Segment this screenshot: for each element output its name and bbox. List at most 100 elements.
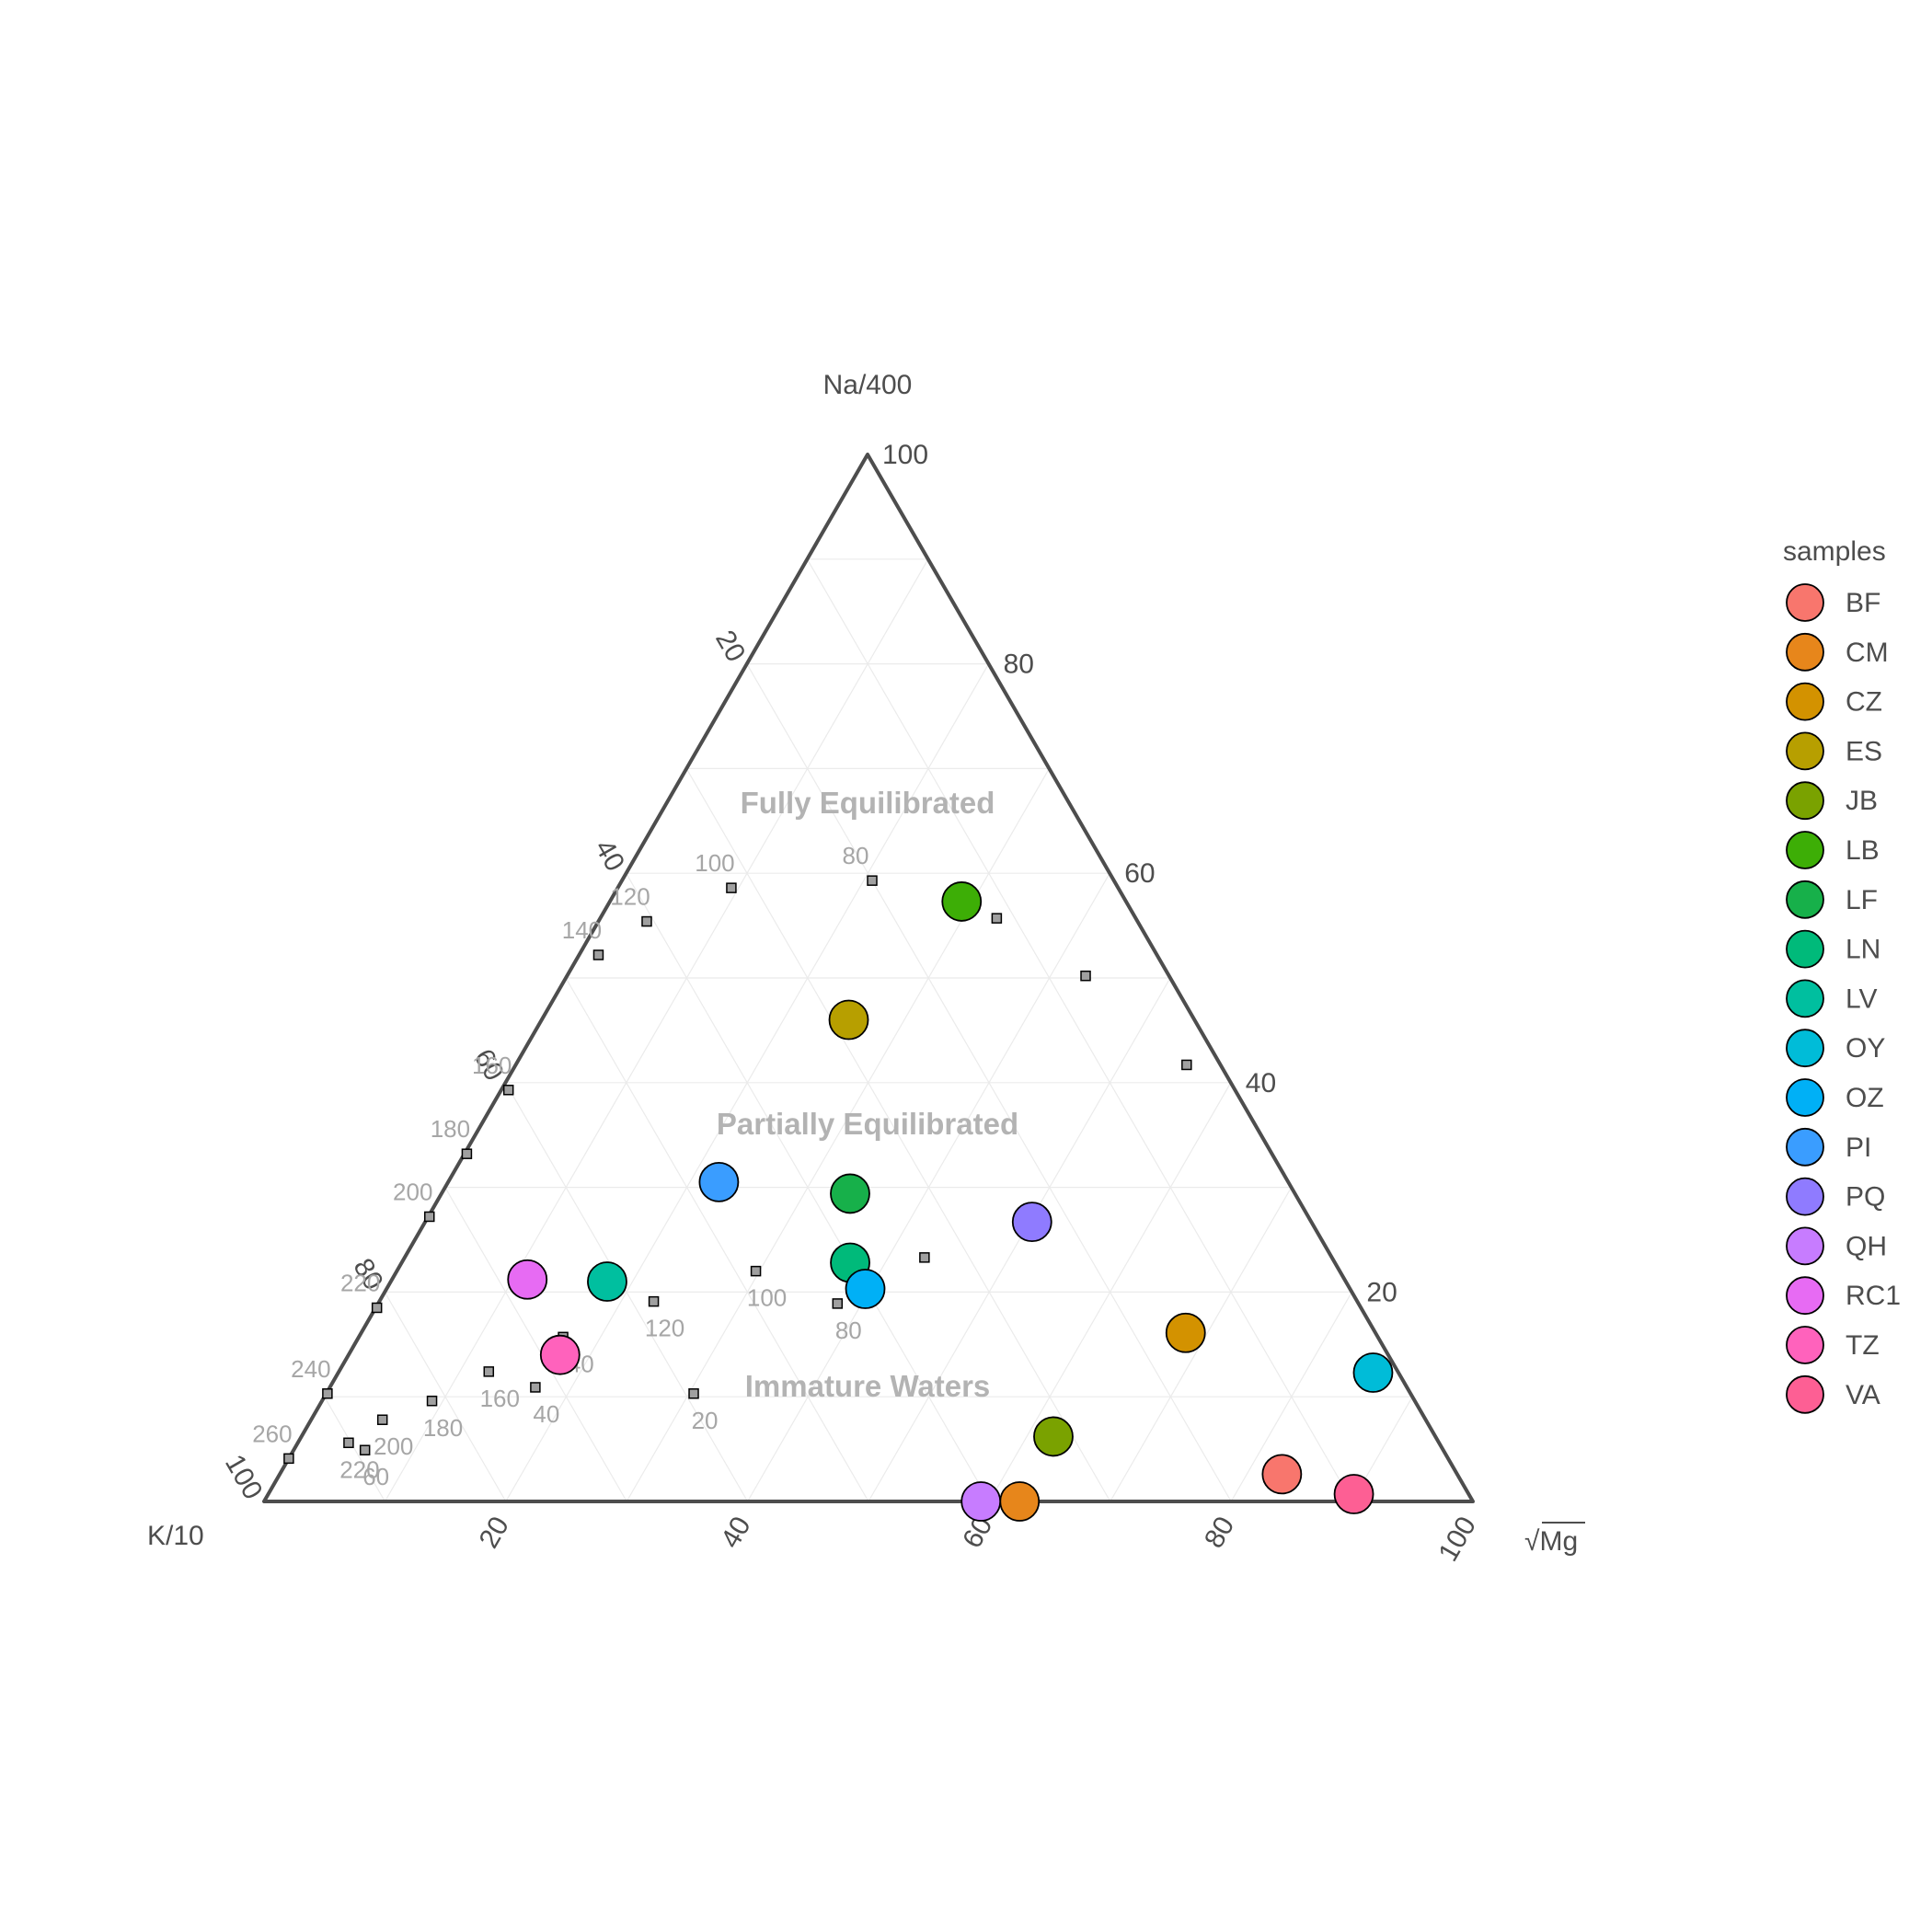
legend-key-lb bbox=[1786, 831, 1824, 869]
legend-key-lf bbox=[1786, 880, 1824, 919]
sample-point-oz bbox=[845, 1269, 886, 1309]
sample-point-bf bbox=[1261, 1454, 1303, 1495]
sample-point-pi bbox=[698, 1162, 740, 1202]
tick-label-k: 20 bbox=[709, 626, 751, 667]
sample-point-lv bbox=[587, 1261, 627, 1302]
isotherm-marker bbox=[376, 1414, 388, 1425]
legend-key-pi bbox=[1786, 1127, 1824, 1167]
equilibrium-marker bbox=[641, 915, 652, 927]
grid-line bbox=[384, 1292, 507, 1502]
sample-point-lf bbox=[830, 1173, 870, 1214]
legend-key-pq bbox=[1786, 1177, 1824, 1216]
legend-label-va: VA bbox=[1846, 1380, 1880, 1410]
equilibrium-label: 220 bbox=[340, 1269, 380, 1296]
isotherm-marker bbox=[483, 1366, 495, 1377]
axis-title-left: K/10 bbox=[147, 1521, 204, 1551]
legend-label-lf: LF bbox=[1846, 885, 1878, 915]
equilibrium-label: 120 bbox=[610, 883, 650, 911]
legend-label-lv: LV bbox=[1846, 983, 1877, 1014]
legend-label-cm: CM bbox=[1846, 638, 1889, 668]
sample-points bbox=[507, 881, 1394, 1522]
equilibrium-marker bbox=[502, 1085, 514, 1096]
tick-label-mg: 100 bbox=[1432, 1512, 1482, 1567]
tick-label-na: 60 bbox=[1124, 858, 1155, 889]
isotherm-marker bbox=[991, 913, 1003, 924]
legend-key-jb bbox=[1786, 781, 1824, 821]
isotherm-marker bbox=[648, 1295, 660, 1307]
grid-line bbox=[1230, 1292, 1352, 1502]
legend-key-rc1 bbox=[1786, 1276, 1824, 1316]
equilibrium-label: 200 bbox=[393, 1178, 432, 1205]
sample-point-oy bbox=[1352, 1352, 1394, 1393]
mg-isotherm-markers: 20406080100120140160180200220 bbox=[339, 913, 1192, 1490]
tick-label-mg: 80 bbox=[1199, 1512, 1240, 1553]
equilibrium-marker bbox=[423, 1211, 435, 1223]
sample-point-rc1 bbox=[507, 1259, 548, 1300]
grid-line bbox=[806, 558, 1353, 1502]
legend-key-qh bbox=[1786, 1226, 1824, 1266]
isotherm-marker bbox=[750, 1265, 762, 1277]
equilibrium-marker bbox=[371, 1302, 383, 1314]
sample-point-qh bbox=[960, 1481, 1002, 1522]
equilibrium-marker bbox=[592, 949, 604, 960]
equilibrium-marker bbox=[322, 1388, 333, 1399]
legend-key-es bbox=[1786, 731, 1824, 771]
sample-point-jb bbox=[1033, 1416, 1074, 1457]
isotherm-marker bbox=[919, 1252, 930, 1263]
sample-point-cz bbox=[1165, 1312, 1206, 1353]
isotherm-marker bbox=[688, 1388, 699, 1399]
svg-text:√Mg: √Mg bbox=[1524, 1526, 1578, 1557]
grid-lines bbox=[324, 558, 1413, 1502]
legend-key-cz bbox=[1786, 682, 1824, 721]
isotherm-marker bbox=[1181, 1059, 1192, 1071]
grid-line bbox=[444, 1187, 627, 1502]
isotherm-marker bbox=[426, 1396, 438, 1407]
region-label-partially-equilibrated: Partially Equilibrated bbox=[717, 1107, 1018, 1141]
isotherm-marker bbox=[1080, 970, 1091, 982]
tick-label-k: 100 bbox=[219, 1450, 269, 1505]
legend-key-bf bbox=[1786, 583, 1824, 622]
legend-label-oz: OZ bbox=[1846, 1083, 1884, 1113]
equilibrium-label: 180 bbox=[431, 1115, 470, 1143]
isotherm-label: 40 bbox=[533, 1400, 559, 1428]
grid-line bbox=[868, 977, 1171, 1502]
equilibrium-label: 140 bbox=[562, 916, 602, 944]
grid-line bbox=[565, 977, 869, 1502]
legend-label-cz: CZ bbox=[1846, 687, 1882, 718]
isotherm-label: 20 bbox=[692, 1407, 719, 1434]
legend-key-cm bbox=[1786, 632, 1824, 672]
triangle-border bbox=[262, 453, 1475, 1503]
region-label-fully-equilibrated: Fully Equilibrated bbox=[741, 786, 995, 820]
full-equilibrium-markers: 80 100 120 140 160 180 200 220 240 260 bbox=[252, 842, 878, 1465]
equilibrium-label: 160 bbox=[472, 1052, 512, 1079]
region-label-immature-waters: Immature Waters bbox=[745, 1369, 991, 1403]
isotherm-label: 100 bbox=[747, 1284, 787, 1312]
tick-label-na: 40 bbox=[1246, 1068, 1276, 1098]
sample-point-lb bbox=[941, 881, 983, 922]
axis-title-top: Na/400 bbox=[823, 370, 913, 400]
triangle-outline bbox=[262, 453, 1475, 1503]
isotherm-label: 60 bbox=[362, 1463, 389, 1490]
isotherm-label: 220 bbox=[339, 1455, 379, 1483]
legend-key-lv bbox=[1786, 979, 1824, 1018]
grid-line bbox=[324, 1396, 385, 1502]
legend-label-oy: OY bbox=[1846, 1033, 1885, 1064]
sample-point-cm bbox=[999, 1481, 1041, 1522]
legend-label-lb: LB bbox=[1846, 835, 1880, 866]
isotherm-marker bbox=[359, 1444, 371, 1455]
tick-label-mg: 20 bbox=[474, 1512, 515, 1553]
legend-key-ln bbox=[1786, 929, 1824, 969]
legend: samples BF CM CZ ES JB LB LF LN LV OY OZ PI PQ QH RC1 T… bbox=[1783, 536, 1901, 1414]
legend-label-ln: LN bbox=[1846, 935, 1880, 965]
legend-label-es: ES bbox=[1846, 736, 1882, 766]
sample-point-es bbox=[828, 999, 869, 1041]
isotherm-marker bbox=[530, 1382, 541, 1393]
legend-key-oy bbox=[1786, 1029, 1824, 1068]
isotherm-label: 180 bbox=[423, 1414, 463, 1442]
legend-key-oz bbox=[1786, 1078, 1824, 1117]
tick-label-k: 40 bbox=[589, 834, 630, 876]
isotherm-label: 160 bbox=[480, 1385, 520, 1412]
legend-label-qh: QH bbox=[1846, 1231, 1887, 1261]
legend-label-pi: PI bbox=[1846, 1133, 1871, 1163]
